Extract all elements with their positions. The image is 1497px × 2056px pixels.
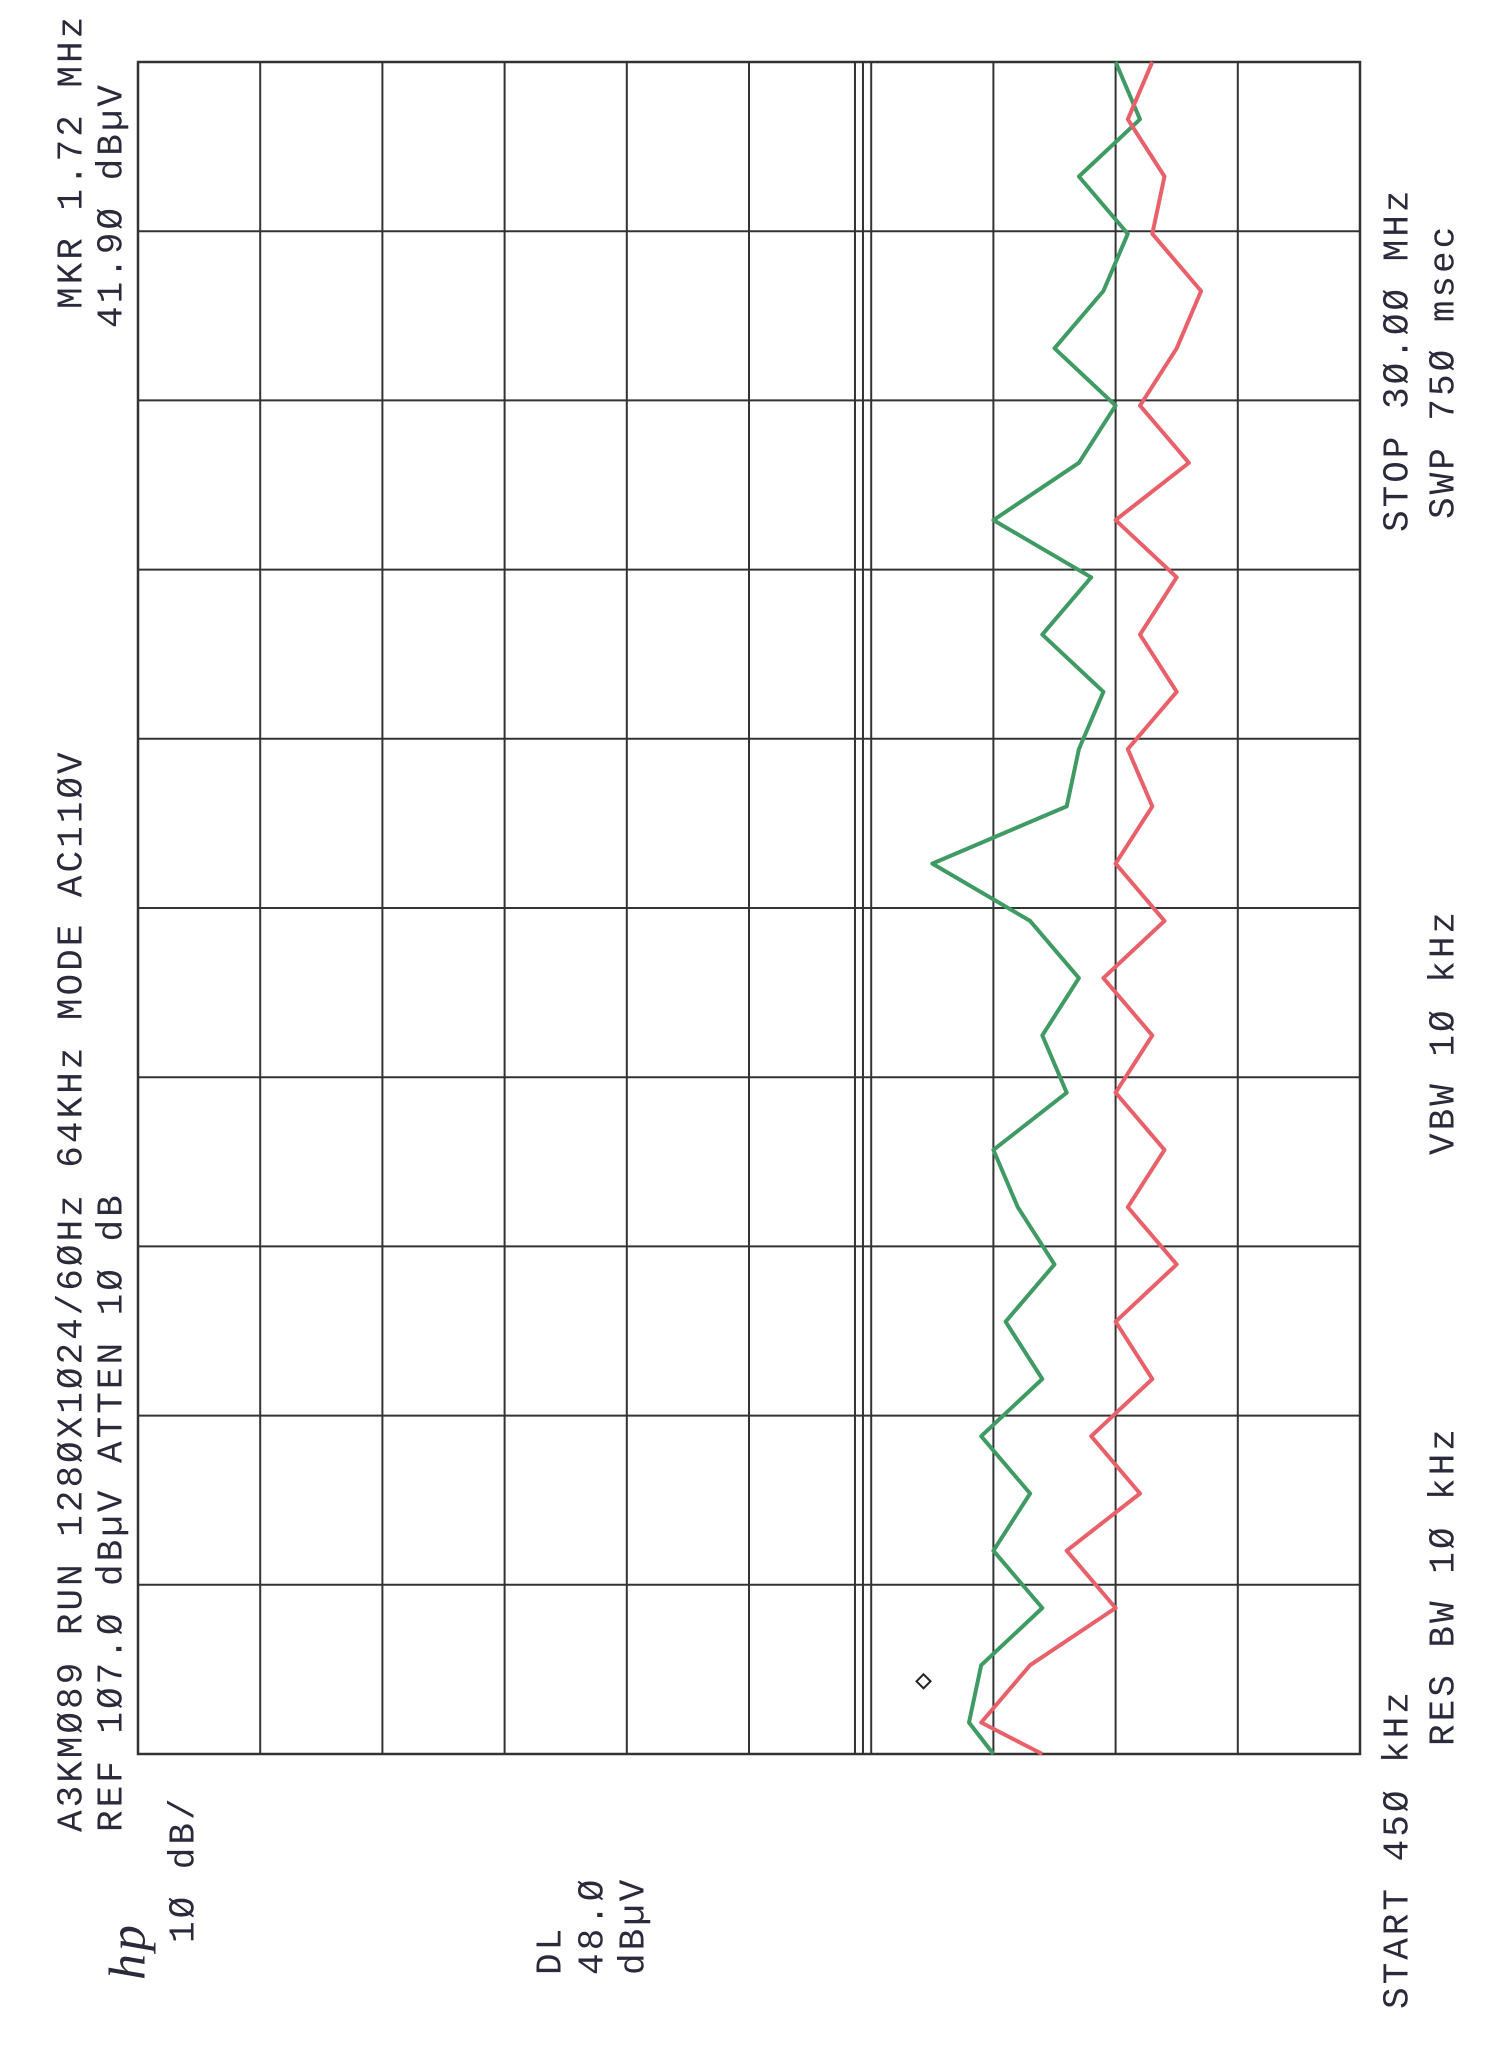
trace <box>930 61 1142 1756</box>
stop-label: STOP 3Ø.ØØ MHz <box>1378 188 1419 532</box>
logo: hp <box>100 1922 157 1980</box>
sweep-label: SWP 75Ø msec <box>1424 224 1465 519</box>
header-title: A3KMØ89 RUN 128ØX1Ø24/6ØHz 64KHz MODE AC… <box>52 749 93 1832</box>
marker-value: 41.9Ø dBµV <box>92 82 133 328</box>
marker <box>915 1672 932 1690</box>
scale-label: 1Ø dB/ <box>164 1795 205 1943</box>
start-label: START 45Ø kHz <box>1378 1689 1419 2009</box>
vbw-label: VBW 1Ø kHz <box>1424 909 1465 1155</box>
trace <box>979 61 1204 1756</box>
dl-value: 48.Ø <box>573 1877 614 1975</box>
ref-label: REF 1Ø7.Ø dBµV ATTEN 1Ø dB <box>92 1192 133 1832</box>
rbw-label: RES BW 1Ø kHz <box>1424 1426 1465 1746</box>
dl-unit: dBµV <box>614 1877 655 1975</box>
marker-label: MKR 1.72 MHz <box>52 14 93 309</box>
dl-label: DL <box>531 1926 572 1975</box>
